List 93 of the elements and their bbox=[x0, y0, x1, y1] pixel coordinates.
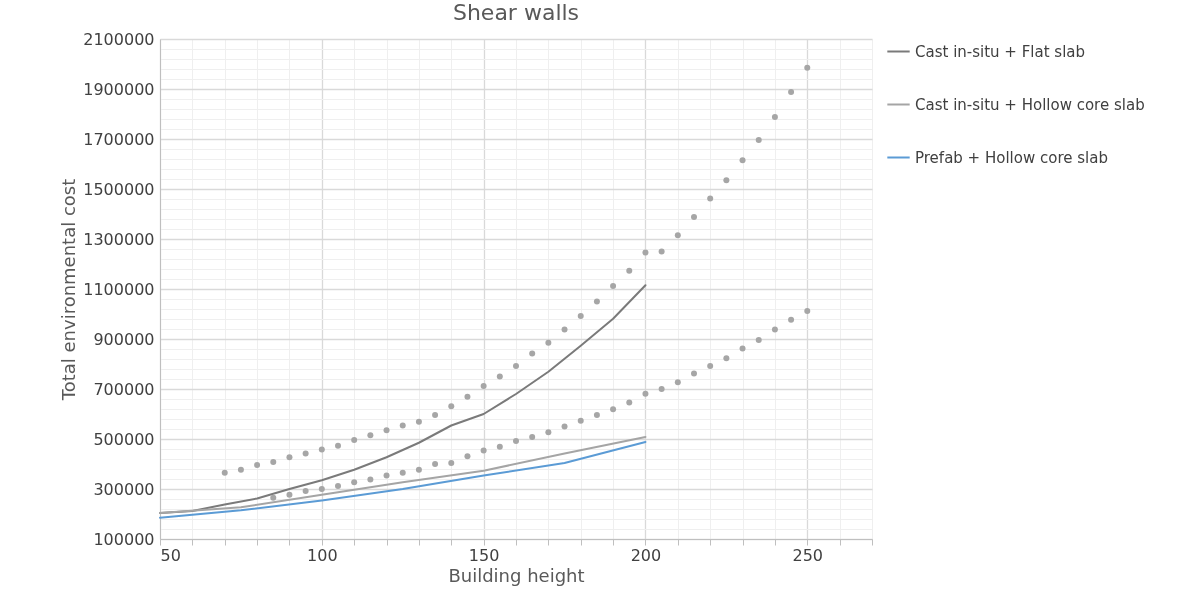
point bbox=[642, 390, 649, 397]
point bbox=[496, 373, 503, 380]
point bbox=[335, 483, 341, 489]
x-tick-label: 100 bbox=[307, 545, 338, 565]
point bbox=[351, 479, 358, 486]
y-tick-label: 1100000 bbox=[83, 279, 155, 299]
point bbox=[270, 459, 277, 465]
point bbox=[221, 469, 228, 476]
point bbox=[302, 488, 309, 494]
point bbox=[642, 249, 649, 256]
point bbox=[367, 476, 374, 483]
point bbox=[707, 363, 714, 369]
point bbox=[788, 316, 795, 323]
point bbox=[270, 494, 277, 501]
point bbox=[545, 339, 552, 346]
legend-label: Prefab + Hollow core slab bbox=[915, 148, 1108, 167]
point bbox=[561, 423, 568, 430]
legend-label: Cast in-situ + Hollow core slab bbox=[915, 95, 1145, 114]
point bbox=[480, 447, 487, 454]
point bbox=[335, 442, 341, 449]
point bbox=[788, 89, 795, 95]
legend-label: Cast in-situ + Flat slab bbox=[915, 42, 1086, 61]
point bbox=[723, 177, 730, 184]
y-tick-label: 300000 bbox=[93, 479, 155, 499]
point bbox=[561, 326, 568, 333]
y-tick-label: 1700000 bbox=[83, 129, 155, 149]
point bbox=[513, 363, 519, 369]
point bbox=[723, 355, 730, 362]
point bbox=[318, 446, 325, 453]
point bbox=[237, 466, 244, 473]
point bbox=[513, 438, 519, 444]
point bbox=[755, 137, 762, 143]
point bbox=[529, 350, 536, 357]
point bbox=[739, 157, 746, 164]
point bbox=[755, 337, 762, 343]
point bbox=[367, 432, 374, 439]
point bbox=[286, 491, 293, 498]
point bbox=[626, 267, 633, 274]
x-tick-label: 50 bbox=[160, 545, 181, 565]
point bbox=[593, 298, 600, 305]
point bbox=[399, 422, 406, 429]
point bbox=[626, 399, 633, 406]
y-tick-label: 1500000 bbox=[83, 179, 155, 199]
y-tick-label: 1300000 bbox=[83, 229, 155, 249]
point bbox=[577, 313, 584, 319]
point bbox=[432, 412, 439, 418]
point bbox=[610, 406, 617, 413]
point bbox=[318, 486, 325, 492]
point bbox=[804, 64, 811, 71]
point bbox=[286, 454, 293, 461]
point bbox=[399, 469, 406, 476]
chart-title: Shear walls bbox=[452, 0, 580, 25]
point bbox=[529, 434, 536, 440]
point bbox=[496, 443, 503, 450]
y-tick-label: 500000 bbox=[93, 429, 155, 449]
point bbox=[351, 437, 358, 443]
point bbox=[739, 345, 746, 352]
point bbox=[691, 370, 697, 377]
x-tick-label: 200 bbox=[630, 545, 662, 565]
point bbox=[302, 450, 309, 457]
point bbox=[464, 453, 471, 460]
y-tick-label: 2100000 bbox=[83, 29, 155, 49]
point bbox=[545, 429, 552, 436]
point bbox=[674, 379, 681, 386]
point bbox=[771, 326, 778, 333]
point bbox=[432, 461, 439, 467]
y-tick-label: 100000 bbox=[93, 529, 155, 549]
point bbox=[771, 114, 778, 120]
point bbox=[480, 383, 487, 389]
x-tick-label: 250 bbox=[792, 545, 824, 565]
point bbox=[658, 248, 665, 255]
y-tick-label: 700000 bbox=[93, 379, 155, 399]
point bbox=[415, 466, 422, 473]
point bbox=[577, 417, 584, 424]
point bbox=[674, 232, 681, 239]
point bbox=[254, 462, 261, 468]
point bbox=[804, 308, 811, 314]
x-axis-title: Building height bbox=[448, 564, 585, 586]
x-tick-label: 150 bbox=[468, 545, 500, 565]
point bbox=[464, 393, 471, 400]
y-tick-label: 1900000 bbox=[83, 79, 155, 99]
y-tick-label: 900000 bbox=[93, 329, 155, 349]
point bbox=[383, 427, 390, 434]
point bbox=[593, 412, 600, 418]
point bbox=[691, 214, 697, 220]
point bbox=[448, 403, 455, 410]
y-axis-title: Total environmental cost bbox=[58, 178, 80, 402]
point bbox=[383, 472, 390, 479]
point bbox=[707, 195, 714, 202]
point bbox=[610, 283, 617, 289]
point bbox=[658, 386, 665, 392]
point bbox=[415, 418, 422, 425]
point bbox=[448, 460, 455, 466]
